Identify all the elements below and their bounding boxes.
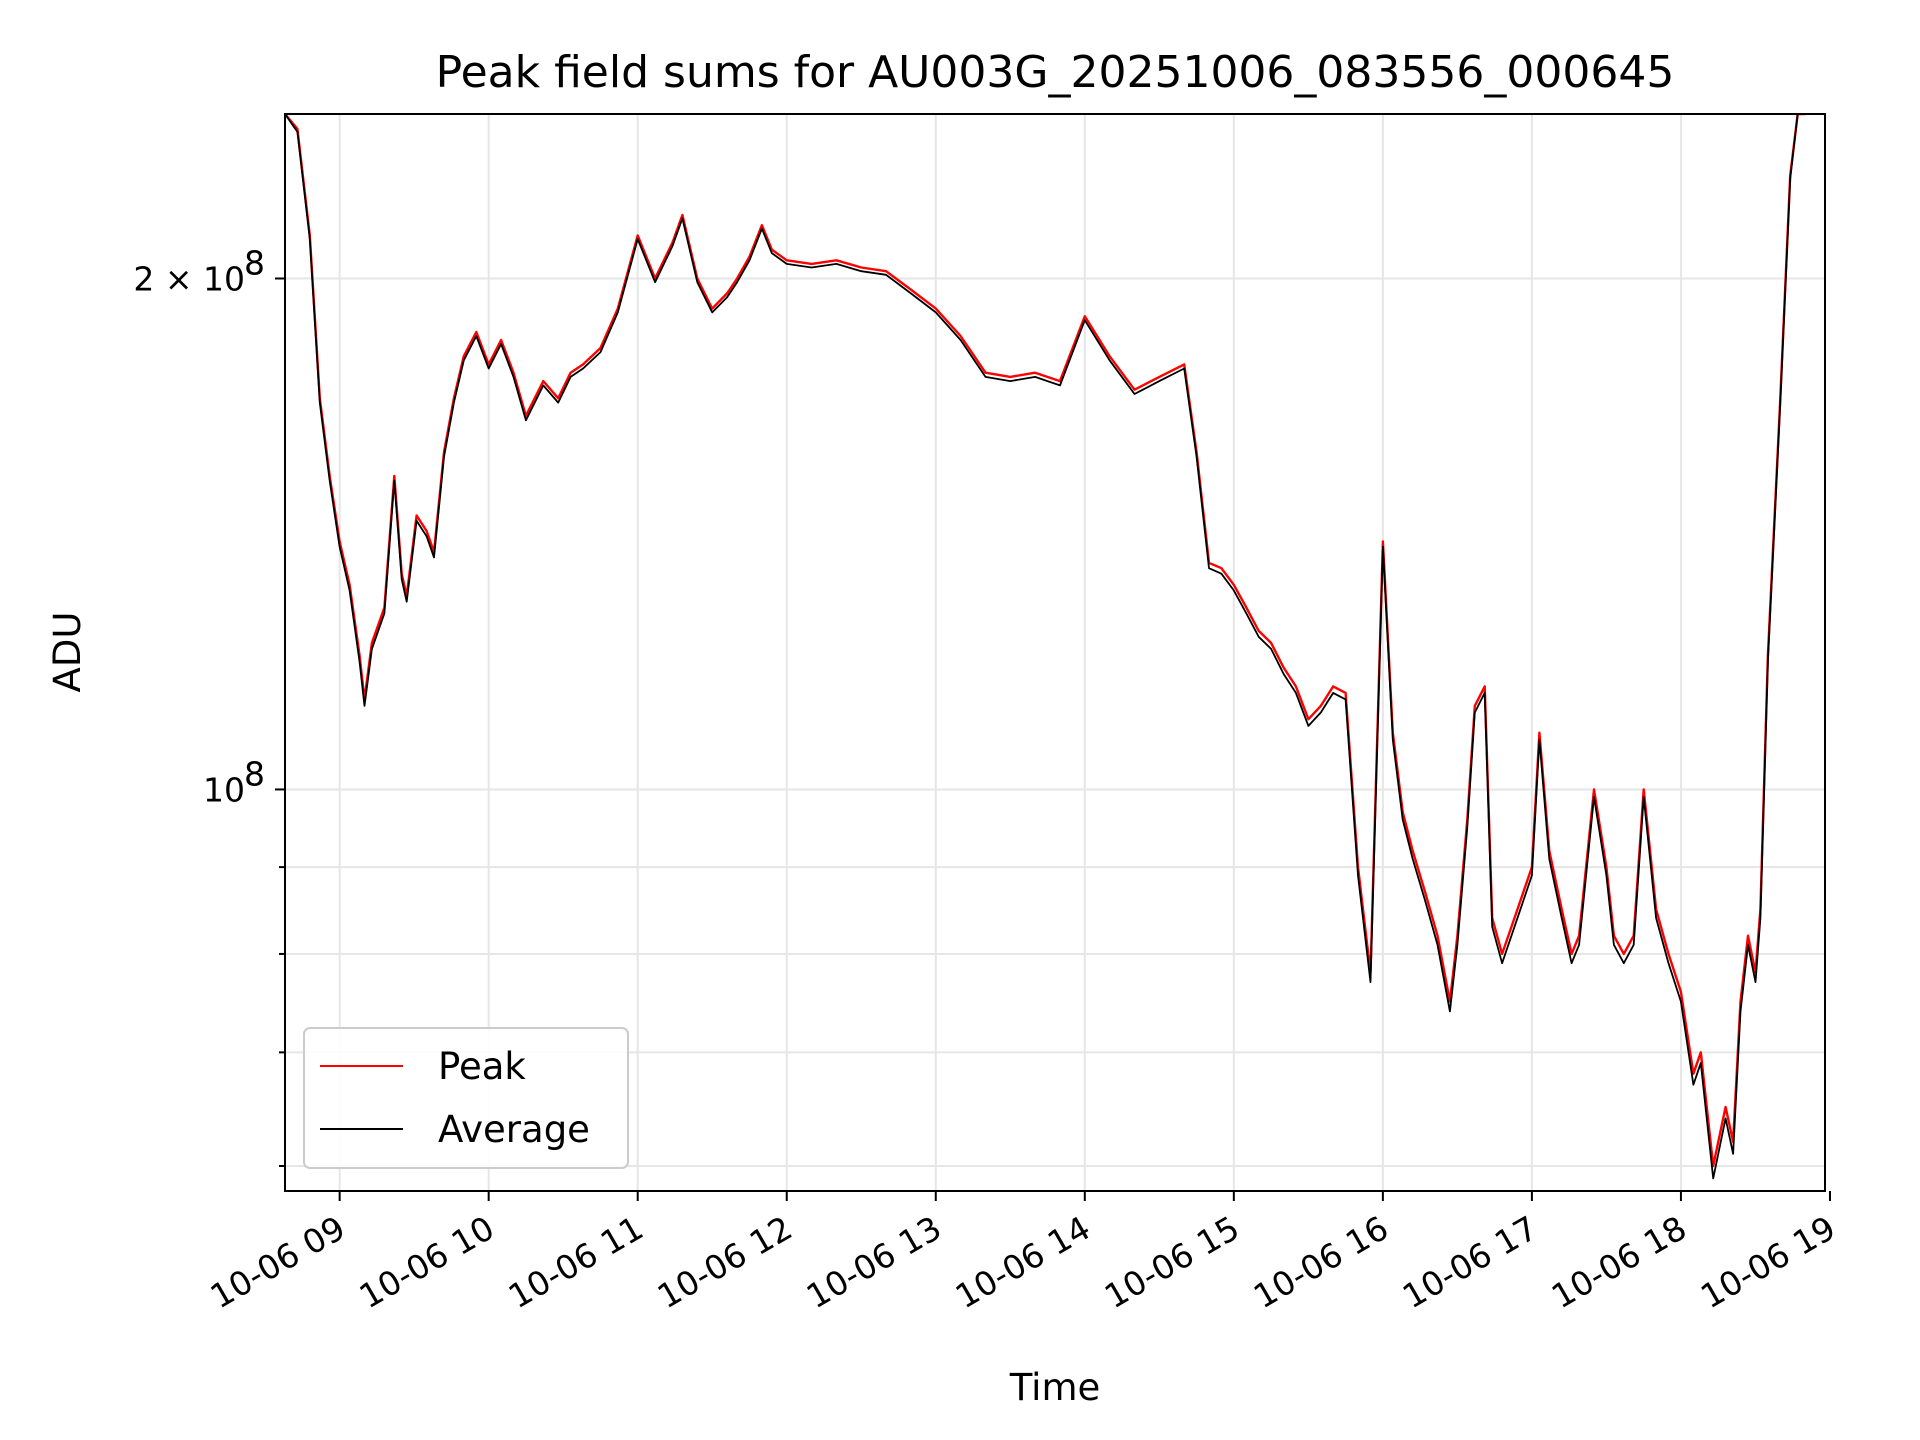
legend-box xyxy=(303,1027,629,1169)
series-line-peak xyxy=(285,114,1806,1168)
y-tick-label: 2 × 10 xyxy=(133,259,245,298)
legend-average-label: Average xyxy=(438,1108,590,1151)
y-tick-label-exponent: 8 xyxy=(244,243,265,282)
chart-title: Peak field sums for AU003G_20251006_0835… xyxy=(436,47,1675,98)
plot-series xyxy=(285,114,1806,1180)
y-axis-ticks: 10 82 × 10 8 xyxy=(133,243,285,1168)
y-axis-label: ADU xyxy=(46,612,89,693)
x-axis-label: Time xyxy=(1009,1366,1101,1409)
plot-frame xyxy=(284,113,1826,1192)
legend-peak-label: Peak xyxy=(438,1045,526,1088)
y-tick-label: 10 xyxy=(203,770,245,809)
y-tick-label-base: 2 × 10 xyxy=(133,259,245,298)
y-tick-label-exponent: 8 xyxy=(244,754,265,793)
series-line-average xyxy=(285,114,1806,1180)
y-tick-label-base: 10 xyxy=(203,770,245,809)
legend: Peak Average xyxy=(303,1027,629,1169)
